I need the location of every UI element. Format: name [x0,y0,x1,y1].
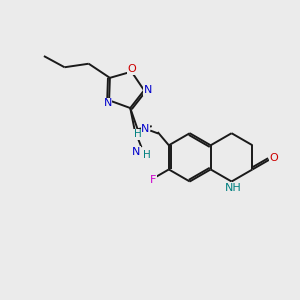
Text: NH: NH [225,183,242,193]
Text: N: N [132,147,141,157]
Text: F: F [150,175,156,185]
Text: N: N [141,124,149,134]
Text: H: H [134,129,142,140]
Text: N: N [143,85,152,95]
Text: O: O [127,64,136,74]
Text: H: H [142,150,150,161]
Text: N: N [103,98,112,108]
Text: O: O [270,153,278,164]
